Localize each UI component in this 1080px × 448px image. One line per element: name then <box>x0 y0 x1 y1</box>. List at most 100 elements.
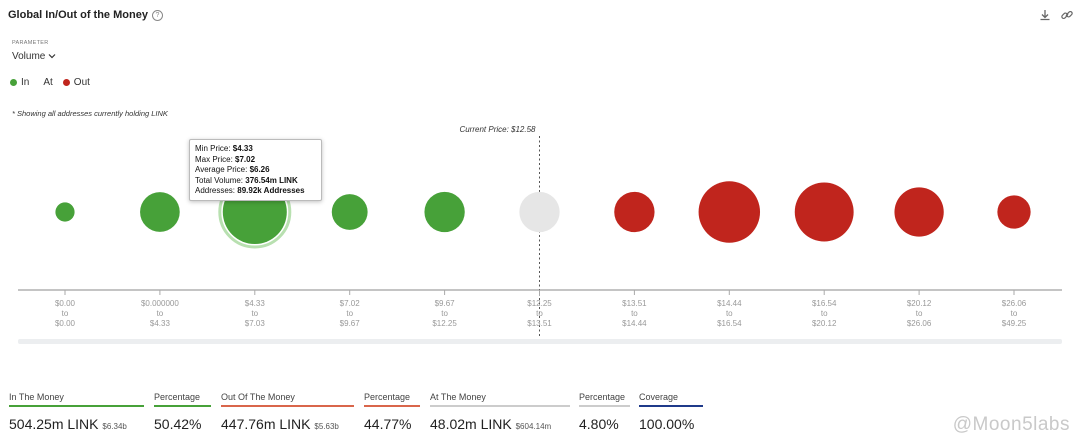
bubble-in-4 <box>424 191 465 233</box>
x-tick-label: to <box>1011 309 1018 318</box>
bubble-chart: Current Price: $12.58$0.00to$0.00$0.0000… <box>18 125 1062 338</box>
x-tick-label: $26.06 <box>1002 299 1027 308</box>
chevron-down-icon <box>48 54 56 59</box>
stat-value: 100.00% <box>639 416 695 432</box>
x-tick-label: to <box>62 309 69 318</box>
stat-sub: $5.63b <box>314 422 339 431</box>
tooltip-min: Min Price: $4.33 <box>195 144 253 153</box>
x-tick-label: to <box>157 309 164 318</box>
tooltip-avg: Average Price: $6.26 <box>195 165 270 174</box>
stat-label: Coverage <box>639 392 679 402</box>
link-icon[interactable] <box>1060 8 1074 22</box>
x-tick-label: $16.54 <box>812 299 837 308</box>
parameter-value: Volume <box>12 51 46 62</box>
stat-out-percentage: Percentage 44.77% <box>364 392 420 432</box>
stat-label: Percentage <box>579 392 626 402</box>
x-tick-label: $7.02 <box>340 299 361 308</box>
parameter-select[interactable]: Volume <box>12 51 56 62</box>
stat-underline <box>430 405 570 407</box>
bubble-out-6 <box>614 191 655 233</box>
chart-scrollbar[interactable] <box>18 339 1062 344</box>
holding-note: * Showing all addresses currently holdin… <box>12 109 168 118</box>
x-tick-label: to <box>251 309 258 318</box>
tooltip-addresses: Addresses: 89.92k Addresses <box>195 186 305 195</box>
x-tick-label: $7.03 <box>245 319 266 328</box>
x-tick-label: $16.54 <box>717 319 742 328</box>
bubble-out-7 <box>698 181 761 243</box>
x-tick-label: $26.06 <box>907 319 932 328</box>
x-tick-label: $9.67 <box>435 299 456 308</box>
bubble-out-9 <box>894 187 944 237</box>
stat-value: 504.25m LINK <box>9 416 99 432</box>
chart-title: Global In/Out of the Money? <box>8 9 163 21</box>
stat-underline <box>154 405 211 407</box>
stat-label: Out Of The Money <box>221 392 295 402</box>
help-icon[interactable]: ? <box>151 10 163 21</box>
stat-label: In The Money <box>9 392 64 402</box>
legend-at[interactable]: At <box>39 77 52 88</box>
watermark: @Moon5labs <box>952 414 1070 435</box>
stat-underline <box>579 405 630 407</box>
stat-underline <box>221 405 354 407</box>
bubble-out-8 <box>794 182 854 242</box>
x-tick-label: $13.51 <box>622 299 647 308</box>
x-tick-label: to <box>631 309 638 318</box>
x-tick-label: $14.44 <box>622 319 647 328</box>
stat-label: Percentage <box>364 392 411 402</box>
legend-out-label: Out <box>73 77 90 88</box>
legend-out[interactable]: Out <box>62 77 90 88</box>
x-tick-label: $20.12 <box>812 319 837 328</box>
x-tick-label: $4.33 <box>245 299 266 308</box>
current-price-label: Current Price: $12.58 <box>459 125 536 134</box>
legend-in-dot <box>10 79 17 86</box>
x-tick-label: to <box>821 309 828 318</box>
parameter-label: PARAMETER <box>12 40 49 46</box>
stat-sub: $6.34b <box>102 422 127 431</box>
x-tick-label: $12.25 <box>527 299 552 308</box>
bubble-in-0 <box>55 202 75 222</box>
bubble-at-5 <box>519 191 560 233</box>
x-tick-label: to <box>726 309 733 318</box>
stat-value: 447.76m LINK <box>221 416 311 432</box>
tooltip: Min Price: $4.33 Max Price: $7.02 Averag… <box>189 139 322 201</box>
bubble-out-10 <box>997 195 1031 229</box>
stat-at-percentage: Percentage 4.80% <box>579 392 630 432</box>
x-tick-label: $49.25 <box>1002 319 1027 328</box>
stat-in-the-money: In The Money 504.25m LINK $6.34b <box>9 392 144 432</box>
x-tick-label: to <box>441 309 448 318</box>
tooltip-volume: Total Volume: 376.54m LINK <box>195 175 298 185</box>
stat-underline <box>639 405 703 407</box>
legend-out-dot <box>62 79 70 86</box>
stat-at-the-money: At The Money 48.02m LINK $604.14m <box>430 392 570 432</box>
stat-coverage: Coverage 100.00% <box>639 392 703 432</box>
x-tick-label: $0.00 <box>55 319 76 328</box>
bubble-in-1 <box>140 192 180 232</box>
download-icon[interactable] <box>1038 8 1052 22</box>
stat-in-percentage: Percentage 50.42% <box>154 392 211 432</box>
x-tick-label: $0.000000 <box>141 299 179 308</box>
x-tick-label: $4.33 <box>150 319 171 328</box>
x-tick-label: $14.44 <box>717 299 742 308</box>
tooltip-max: Max Price: $7.02 <box>195 154 256 164</box>
stat-value: 50.42% <box>154 416 202 432</box>
stat-underline <box>9 405 144 407</box>
x-tick-label: $0.00 <box>55 299 76 308</box>
stats-bar: In The Money 504.25m LINK $6.34b Percent… <box>0 392 1080 448</box>
chart-title-text: Global In/Out of the Money <box>8 9 148 21</box>
stat-underline <box>364 405 420 407</box>
stat-label: At The Money <box>430 392 486 402</box>
stat-sub: $604.14m <box>515 422 552 431</box>
stat-value: 48.02m LINK <box>430 416 512 432</box>
x-tick-label: $9.67 <box>340 319 361 328</box>
legend-at-label: At <box>43 77 53 88</box>
x-tick-label: to <box>536 309 543 318</box>
x-tick-label: $13.51 <box>527 319 552 328</box>
stat-label: Percentage <box>154 392 201 402</box>
stat-value: 4.80% <box>579 416 619 432</box>
legend-in[interactable]: In <box>10 77 29 88</box>
x-tick-label: to <box>346 309 353 318</box>
x-tick-label: $12.25 <box>432 319 457 328</box>
bubble-in-3 <box>331 194 368 230</box>
stat-value: 44.77% <box>364 416 412 432</box>
x-tick-label: to <box>916 309 923 318</box>
